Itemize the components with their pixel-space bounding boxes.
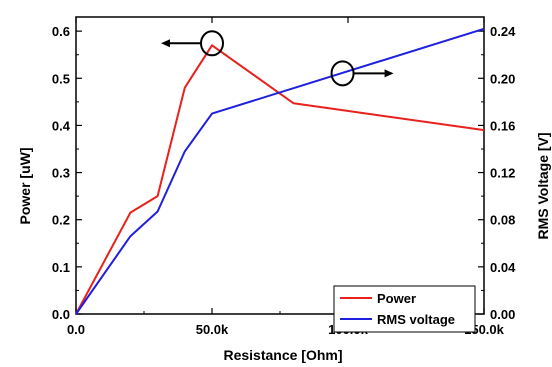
right-y-tick-label: 0.20 (490, 71, 515, 86)
annotation-arrow-head (384, 69, 394, 78)
left-y-axis-title: Power [uW] (17, 148, 33, 225)
x-tick-label: 0.0 (67, 322, 85, 337)
left-y-axis: 0.0 0.1 0.2 0.3 0.4 0.5 0.6 (52, 24, 82, 322)
left-y-tick-label: 0.0 (52, 307, 70, 322)
right-y-tick-label: 0.16 (490, 118, 515, 133)
series-line-power (75, 44, 485, 315)
right-y-tick-label: 0.04 (490, 260, 516, 275)
left-y-tick-label: 0.6 (52, 24, 70, 39)
annotation-arrow-head (161, 39, 170, 48)
series-line-rms-voltage (75, 27, 485, 315)
right-y-axis: 0.00 0.04 0.08 0.12 0.16 0.20 0.24 (478, 24, 516, 322)
left-y-tick-label: 0.1 (52, 260, 70, 275)
left-y-tick-label: 0.3 (52, 166, 70, 181)
legend: Power RMS voltage (333, 285, 476, 333)
plot-frame (75, 16, 485, 315)
annotations (161, 30, 394, 87)
legend-label-power: Power (377, 291, 416, 306)
right-y-tick-label: 0.00 (490, 307, 515, 322)
right-y-axis-title: RMS Voltage [V] (535, 132, 551, 239)
right-y-tick-label: 0.08 (490, 213, 515, 228)
legend-label-rms-voltage: RMS voltage (377, 312, 455, 327)
annotation-circle (200, 30, 224, 57)
left-y-tick-label: 0.4 (52, 118, 71, 133)
x-tick-label: 50.0k (196, 322, 229, 337)
left-y-tick-label: 0.5 (52, 71, 70, 86)
right-y-tick-label: 0.12 (490, 166, 515, 181)
right-y-tick-label: 0.24 (490, 24, 516, 39)
x-axis-title: Resistance [Ohm] (223, 347, 342, 363)
plot-border (75, 16, 485, 315)
series-layer (75, 27, 485, 315)
legend-box (333, 285, 476, 333)
left-y-tick-label: 0.2 (52, 213, 70, 228)
